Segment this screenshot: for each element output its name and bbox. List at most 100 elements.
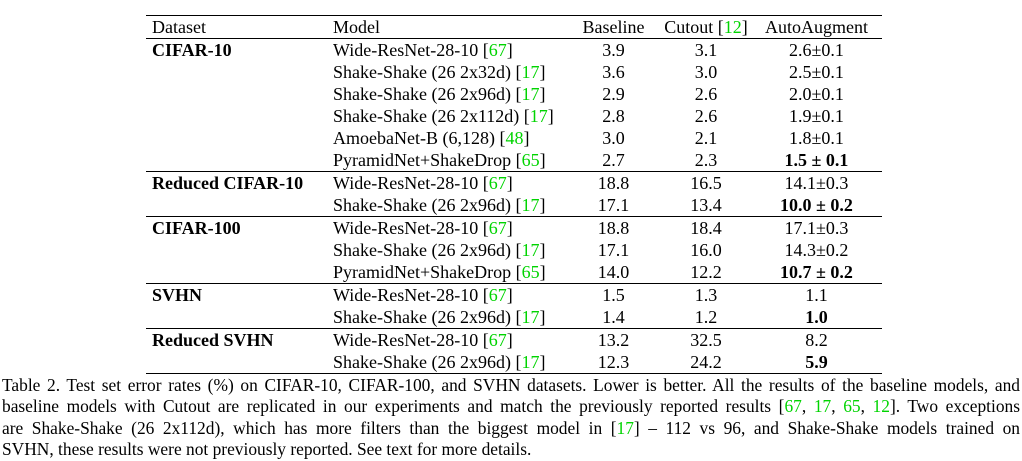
table-row: CIFAR-10 Wide-ResNet-28-10 [67] 3.9 3.1 … — [146, 39, 882, 62]
baseline-value: 3.9 — [602, 40, 625, 60]
model-name: Shake-Shake (26 2x112d) [ — [333, 106, 530, 126]
bracket: ] — [506, 330, 513, 350]
autoaugment-value: 10.7 ± 0.2 — [780, 262, 853, 282]
dataset-cell: Reduced CIFAR-10 — [152, 173, 304, 193]
caption-text: , — [831, 396, 844, 417]
dataset-cell — [146, 239, 331, 261]
baseline-value: 2.8 — [602, 106, 625, 126]
bracket: ] — [741, 17, 748, 37]
bracket: ] — [539, 84, 546, 104]
autoaugment-value: 2.0±0.1 — [789, 84, 844, 104]
citation-link[interactable]: 67 — [488, 285, 507, 305]
caption-text: baseline models with Cutout are replicat… — [2, 396, 785, 417]
citation-link[interactable]: 67 — [488, 40, 507, 60]
dataset-cell — [146, 194, 331, 217]
autoaugment-value: 1.8±0.1 — [789, 128, 844, 148]
caption-text: , — [860, 396, 873, 417]
section-reduced-cifar10: Reduced CIFAR-10 Wide-ResNet-28-10 [67] … — [146, 172, 882, 217]
bracket: ] — [539, 352, 546, 372]
autoaugment-value: 14.1±0.3 — [784, 173, 849, 193]
baseline-value: 13.2 — [597, 330, 630, 350]
baseline-value: 1.5 — [602, 285, 625, 305]
bracket: ] — [506, 40, 513, 60]
model-cell: Shake-Shake (26 2x96d) [17] — [331, 194, 566, 217]
table-row: AmoebaNet-B (6,128) [48] 3.0 2.1 1.8±0.1 — [146, 127, 882, 149]
model-cell: Wide-ResNet-28-10 [67] — [331, 172, 566, 195]
baseline-value: 17.1 — [597, 195, 630, 215]
autoaugment-value: 17.1±0.3 — [784, 218, 849, 238]
citation-link[interactable]: 67 — [784, 396, 802, 417]
model-cell: Shake-Shake (26 2x32d) [17] — [331, 61, 566, 83]
cutout-value: 1.3 — [694, 285, 718, 305]
model-name: Wide-ResNet-28-10 [ — [333, 285, 489, 305]
model-cell: Wide-ResNet-28-10 [67] — [331, 217, 566, 240]
citation-link[interactable]: 17 — [521, 352, 540, 372]
dataset-cell — [146, 261, 331, 284]
citation-link[interactable]: 67 — [488, 173, 507, 193]
citation-link[interactable]: 17 — [521, 195, 540, 215]
results-table: Dataset Model Baseline Cutout [12] AutoA… — [146, 15, 882, 374]
table-row: Shake-Shake (26 2x112d) [17] 2.8 2.6 1.9… — [146, 105, 882, 127]
cutout-value: 2.3 — [694, 150, 718, 170]
citation-link[interactable]: 17 — [813, 396, 832, 417]
citation-link[interactable]: 65 — [521, 150, 540, 170]
citation-link[interactable]: 65 — [843, 396, 861, 417]
table-row: PyramidNet+ShakeDrop [65] 2.7 2.3 1.5 ± … — [146, 149, 882, 172]
section-cifar10: CIFAR-10 Wide-ResNet-28-10 [67] 3.9 3.1 … — [146, 39, 882, 172]
citation-link[interactable]: 48 — [505, 128, 524, 148]
dataset-cell: CIFAR-10 — [152, 40, 232, 60]
model-cell: Shake-Shake (26 2x96d) [17] — [331, 83, 566, 105]
baseline-value: 12.3 — [597, 352, 630, 372]
autoaugment-value: 2.6±0.1 — [789, 40, 844, 60]
citation-link[interactable]: 17 — [521, 62, 540, 82]
results-table-wrap: Dataset Model Baseline Cutout [12] AutoA… — [146, 15, 882, 374]
caption-line: Table 2. Test set error rates (%) on CIF… — [2, 375, 1020, 395]
bracket: ] — [539, 62, 546, 82]
autoaugment-value: 5.9 — [805, 352, 828, 372]
model-name: Shake-Shake (26 2x96d) [ — [333, 307, 522, 327]
table-header-row: Dataset Model Baseline Cutout [12] AutoA… — [146, 16, 882, 39]
bracket: ] — [547, 106, 554, 126]
cutout-value: 3.1 — [694, 40, 718, 60]
citation-link[interactable]: 17 — [521, 307, 540, 327]
table-header: Dataset Model Baseline Cutout [12] AutoA… — [146, 15, 882, 39]
model-cell: PyramidNet+ShakeDrop [65] — [331, 149, 566, 172]
table-caption: Table 2. Test set error rates (%) on CIF… — [2, 375, 1020, 461]
citation-link[interactable]: 17 — [521, 84, 540, 104]
autoaugment-value: 10.0 ± 0.2 — [780, 195, 853, 215]
table-row: Shake-Shake (26 2x96d) [17] 17.1 16.0 14… — [146, 239, 882, 261]
citation-link[interactable]: 12 — [723, 17, 742, 37]
cutout-value: 18.4 — [690, 218, 722, 238]
citation-link[interactable]: 17 — [616, 417, 634, 438]
model-name: PyramidNet+ShakeDrop [ — [333, 262, 522, 282]
dataset-cell — [146, 83, 331, 105]
col-header-autoaugment: AutoAugment — [765, 17, 868, 37]
caption-text: are Shake-Shake (26 2x112d), which has m… — [2, 417, 617, 438]
model-name: Shake-Shake (26 2x96d) [ — [333, 352, 522, 372]
citation-link[interactable]: 17 — [529, 106, 548, 126]
bracket: ] — [539, 262, 546, 282]
table-row: Shake-Shake (26 2x96d) [17] 1.4 1.2 1.0 — [146, 306, 882, 329]
col-header-baseline: Baseline — [582, 17, 645, 37]
cutout-value: 2.1 — [694, 128, 718, 148]
bracket: ] — [539, 240, 546, 260]
bracket: ] — [506, 173, 513, 193]
model-cell: Shake-Shake (26 2x112d) [17] — [331, 105, 566, 127]
model-name: Wide-ResNet-28-10 [ — [333, 218, 489, 238]
cutout-value: 12.2 — [690, 262, 722, 282]
citation-link[interactable]: 67 — [488, 218, 507, 238]
table-row: CIFAR-100 Wide-ResNet-28-10 [67] 18.8 18… — [146, 217, 882, 240]
citation-link[interactable]: 12 — [872, 396, 890, 417]
bracket: ] — [506, 285, 513, 305]
citation-link[interactable]: 67 — [488, 330, 507, 350]
dataset-cell — [146, 127, 331, 149]
citation-link[interactable]: 65 — [521, 262, 540, 282]
col-header-cutout: Cutout [12] — [661, 16, 751, 39]
caption-line: SVHN, these results were not previously … — [2, 439, 532, 460]
autoaugment-value: 8.2 — [805, 330, 828, 350]
section-cifar100: CIFAR-100 Wide-ResNet-28-10 [67] 18.8 18… — [146, 217, 882, 284]
table-row: PyramidNet+ShakeDrop [65] 14.0 12.2 10.7… — [146, 261, 882, 284]
citation-link[interactable]: 17 — [521, 240, 540, 260]
bracket: ] — [506, 218, 513, 238]
baseline-value: 2.9 — [602, 84, 625, 104]
